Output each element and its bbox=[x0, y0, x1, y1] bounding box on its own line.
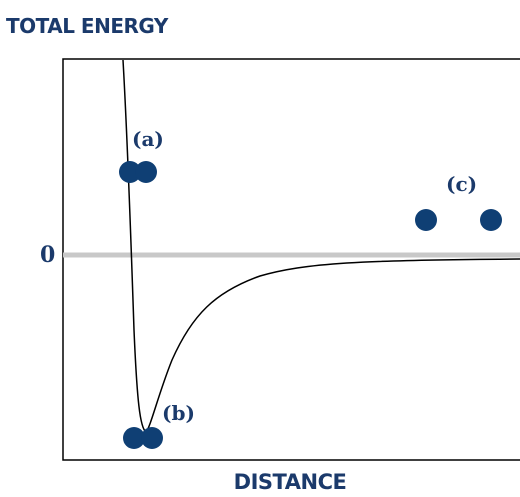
atom-b-left bbox=[123, 427, 145, 449]
label-a: (a) bbox=[132, 127, 164, 151]
zero-tick-label: 0 bbox=[40, 242, 55, 268]
atom-b-right bbox=[141, 427, 163, 449]
label-b: (b) bbox=[162, 401, 195, 425]
atom-a-right bbox=[135, 161, 157, 183]
x-axis-label: DISTANCE bbox=[233, 470, 347, 494]
plot-frame bbox=[62, 58, 520, 461]
label-c: (c) bbox=[446, 172, 477, 196]
y-axis-label: TOTAL ENERGY bbox=[6, 14, 168, 38]
atom-a-left bbox=[119, 161, 141, 183]
potential-energy-curve bbox=[122, 59, 520, 434]
atom-c-right bbox=[480, 209, 502, 231]
atom-c-left bbox=[415, 209, 437, 231]
